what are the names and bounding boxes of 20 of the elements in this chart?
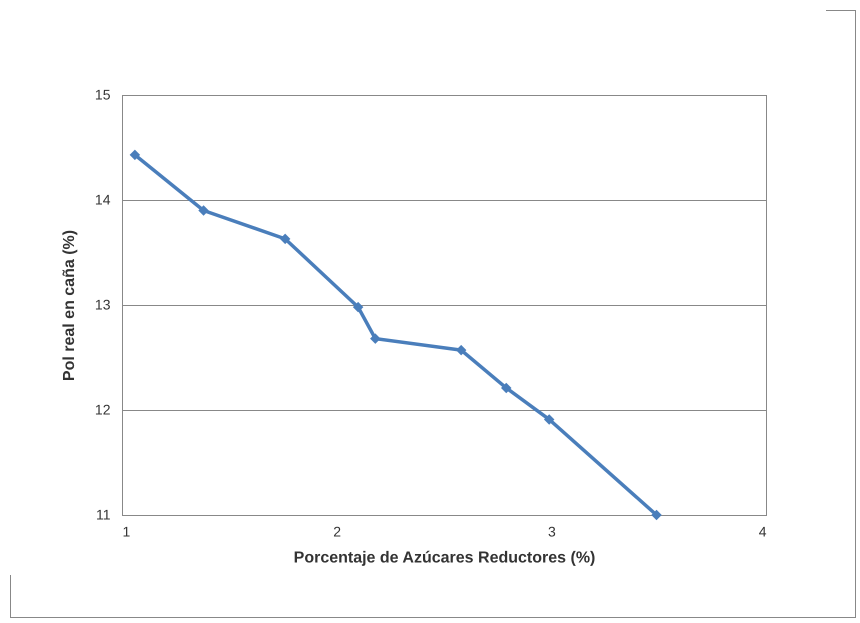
x-tick-label: 4 [758,524,767,540]
point [352,302,364,312]
x-axis-title: Porcentaje de Azúcares Reductores (%) [294,550,596,566]
y-tick-label: 13 [94,296,111,312]
point [651,510,662,520]
y-tick-label: 14 [94,192,111,208]
point [501,382,512,394]
point [198,205,209,216]
point [280,234,290,244]
y-tick-label: 12 [94,402,111,418]
y-tick-label: 11 [96,506,111,522]
point [456,344,466,356]
point [130,150,140,160]
y-tick-label: 15 [94,86,111,102]
y-axis-title: Pol real en caña (%) [60,230,78,382]
x-tick-label: 3 [548,524,556,540]
x-tick-label: 1 [122,524,130,540]
point [370,333,381,344]
point [544,414,554,425]
x-tick-label: 2 [333,524,342,540]
